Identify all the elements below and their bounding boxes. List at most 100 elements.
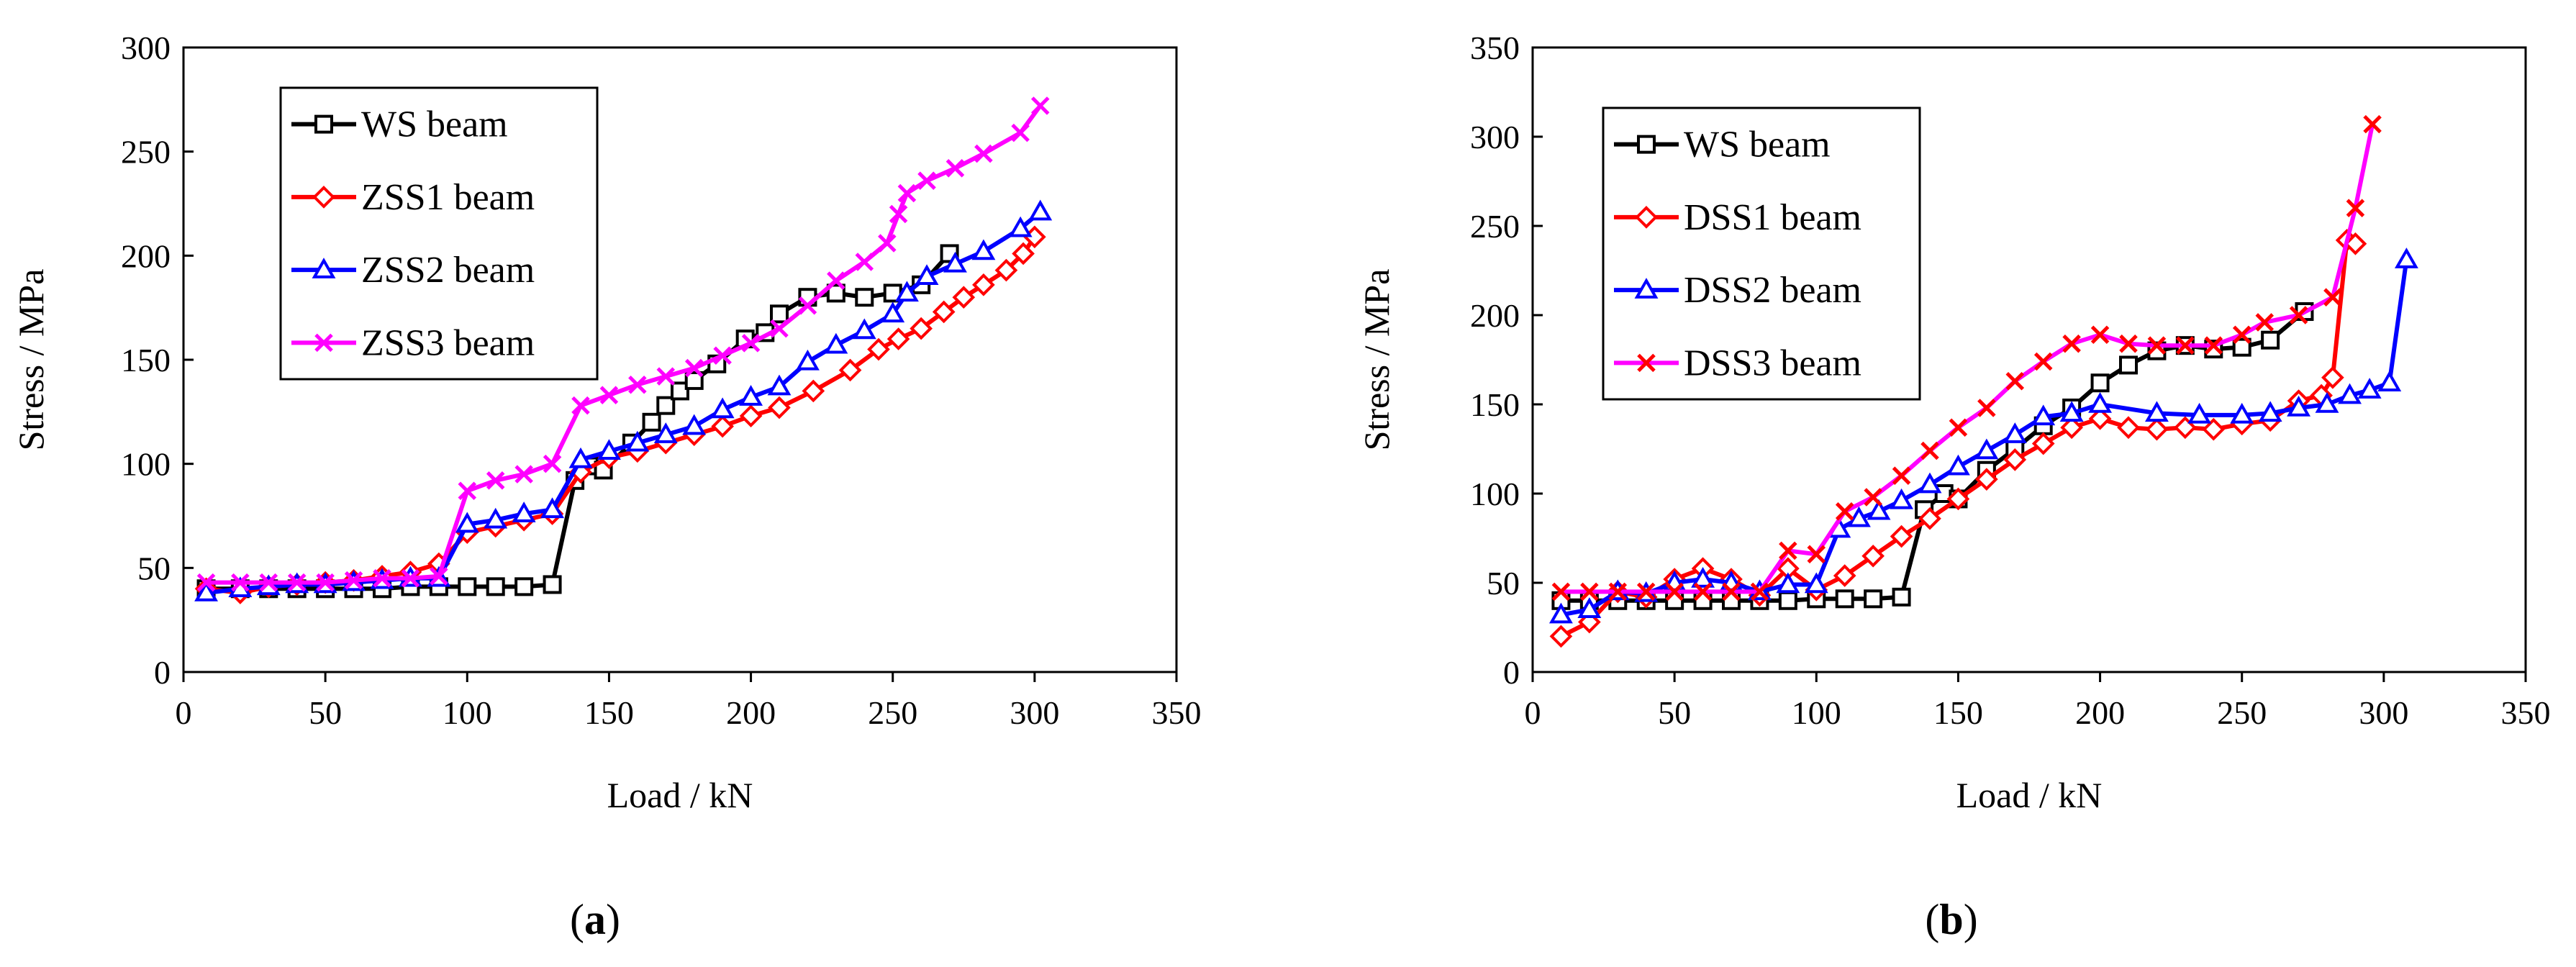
y-tick-label-a-4: 200 bbox=[121, 237, 171, 274]
data-point-a-3-5-stroke-2 bbox=[344, 571, 363, 590]
legend-item-b-3: DSS3 beam bbox=[1614, 342, 1861, 383]
data-point-b-1-18 bbox=[2060, 416, 2083, 440]
data-point-b-1-14 bbox=[1946, 487, 1970, 511]
data-point-a-2-22 bbox=[824, 332, 848, 354]
data-point-b-2-27 bbox=[2338, 383, 2362, 404]
legend-item-a-0: WS beam bbox=[291, 104, 508, 145]
data-point-a-3-27-stroke-2 bbox=[917, 171, 936, 190]
data-point-a-1-29 bbox=[994, 258, 1018, 282]
x-tick-label-b-1: 50 bbox=[1658, 694, 1691, 731]
x-tick-label-a-5: 250 bbox=[868, 694, 917, 731]
data-point-b-1-19 bbox=[2088, 407, 2112, 430]
data-point-a-2-27 bbox=[943, 251, 967, 273]
x-tick-label-a-0: 0 bbox=[176, 694, 192, 731]
data-point-a-3-5 bbox=[344, 571, 363, 590]
y-tick-label-a-6: 300 bbox=[121, 29, 171, 66]
legend-marker-b-0 bbox=[1637, 135, 1656, 154]
y-tick-label-a-2: 100 bbox=[121, 446, 171, 483]
data-point-a-3-11-stroke-2 bbox=[514, 465, 533, 484]
data-point-b-3-10-stroke-2 bbox=[1835, 502, 1854, 521]
legend-marker-a-1 bbox=[312, 186, 335, 209]
data-point-b-3-22-stroke-2 bbox=[2176, 336, 2195, 355]
data-point-b-3-16-stroke-2 bbox=[2005, 371, 2025, 391]
data-point-b-3-25-stroke-2 bbox=[2255, 313, 2275, 332]
data-point-a-3-11 bbox=[514, 465, 533, 484]
data-point-b-0-8 bbox=[1778, 591, 1797, 610]
data-point-b-1-15 bbox=[1975, 468, 1998, 491]
data-point-b-3-16 bbox=[2005, 371, 2025, 391]
data-point-b-1-20 bbox=[2117, 416, 2140, 440]
data-point-b-2-5 bbox=[1691, 567, 1715, 588]
data-point-a-3-27 bbox=[917, 171, 936, 190]
data-point-a-1-27 bbox=[952, 286, 976, 309]
data-point-a-0-12 bbox=[543, 575, 562, 594]
data-point-a-0-24 bbox=[770, 304, 789, 324]
data-point-b-2-13 bbox=[1890, 488, 1914, 509]
data-point-b-0-25 bbox=[2232, 337, 2251, 357]
data-point-b-2-8 bbox=[1776, 572, 1800, 594]
data-point-a-3-22-stroke-2 bbox=[827, 271, 845, 290]
data-point-b-2-17 bbox=[2003, 422, 2027, 443]
data-point-b-0-10 bbox=[1835, 589, 1854, 609]
data-point-b-3-21 bbox=[2147, 336, 2167, 355]
data-point-a-0-10 bbox=[486, 577, 505, 596]
data-point-b-2-23 bbox=[2230, 402, 2254, 424]
data-point-a-3-20 bbox=[770, 319, 789, 338]
panel-label-a-open: ( bbox=[570, 896, 584, 943]
legend-item-a-1: ZSS1 beam bbox=[291, 177, 535, 218]
legend-marker-a-2 bbox=[312, 258, 336, 278]
data-point-a-0-27 bbox=[855, 288, 874, 307]
data-point-a-2-29 bbox=[1008, 216, 1033, 237]
data-point-a-3-3 bbox=[287, 573, 307, 592]
y-tick-label-a-0: 0 bbox=[154, 654, 171, 691]
data-point-b-3-23 bbox=[2204, 336, 2223, 355]
legend-item-a-3: ZSS3 beam bbox=[291, 322, 535, 363]
y-axis-title-b: Stress / MPa bbox=[1356, 269, 1397, 451]
data-point-b-3-6 bbox=[1722, 582, 1741, 601]
data-point-b-3-22 bbox=[2176, 336, 2195, 355]
data-point-a-2-10 bbox=[484, 507, 508, 529]
data-point-b-3-3-stroke-2 bbox=[1636, 582, 1656, 601]
x-tick-label-a-1: 50 bbox=[309, 694, 342, 731]
data-point-a-3-18-stroke-2 bbox=[713, 346, 732, 365]
chart-b: 0 50 100 150 200 250 300 350 0 50 100 150 200 250 300… bbox=[1356, 29, 2551, 943]
data-point-b-3-19-stroke-2 bbox=[2090, 325, 2110, 345]
data-point-b-3-4 bbox=[1665, 582, 1684, 601]
series-a-3 bbox=[196, 96, 1050, 592]
data-point-a-2-30 bbox=[1028, 199, 1053, 221]
data-point-a-3-26-stroke-2 bbox=[897, 183, 917, 203]
legend-label-b-3: DSS3 beam bbox=[1684, 342, 1861, 383]
y-tick-label-b-6: 300 bbox=[1470, 119, 1520, 155]
legend-label-a-3: ZSS3 beam bbox=[361, 322, 535, 363]
data-point-b-2-12 bbox=[1867, 499, 1891, 520]
data-point-a-1-30 bbox=[1012, 242, 1035, 265]
data-point-a-2-13 bbox=[568, 447, 593, 468]
data-point-b-2-11 bbox=[1846, 506, 1871, 527]
data-point-b-3-1 bbox=[1580, 582, 1599, 601]
data-point-b-1-16 bbox=[2003, 448, 2027, 471]
data-point-a-3-0 bbox=[196, 573, 216, 592]
legend-marker-a-3 bbox=[314, 333, 333, 353]
x-tick-label-b-5: 250 bbox=[2217, 694, 2267, 731]
x-tick-label-b-2: 100 bbox=[1792, 694, 1841, 731]
x-tick-label-b-0: 0 bbox=[1525, 694, 1541, 731]
series-b-3 bbox=[1551, 114, 2382, 601]
data-point-a-2-24 bbox=[881, 301, 905, 323]
panel-label-b-letter: b bbox=[1939, 896, 1963, 943]
data-point-a-2-19 bbox=[739, 385, 763, 406]
legend-label-b-1: DSS1 beam bbox=[1684, 197, 1861, 238]
data-point-a-3-2 bbox=[259, 573, 278, 592]
data-point-a-3-25 bbox=[889, 204, 908, 224]
data-point-a-1-26 bbox=[932, 300, 956, 324]
data-point-a-3-28 bbox=[945, 159, 965, 178]
data-point-b-1-17 bbox=[2031, 432, 2055, 455]
data-point-a-1-19 bbox=[739, 404, 763, 427]
data-point-b-3-0 bbox=[1551, 582, 1571, 601]
data-point-b-3-27-stroke-2 bbox=[2323, 288, 2342, 307]
data-point-b-3-7 bbox=[1750, 582, 1769, 601]
data-point-b-3-10 bbox=[1835, 502, 1854, 521]
y-tick-label-b-7: 350 bbox=[1470, 29, 1520, 66]
data-point-a-3-15-stroke-2 bbox=[628, 375, 647, 394]
y-tick-label-b-5: 250 bbox=[1470, 208, 1520, 245]
